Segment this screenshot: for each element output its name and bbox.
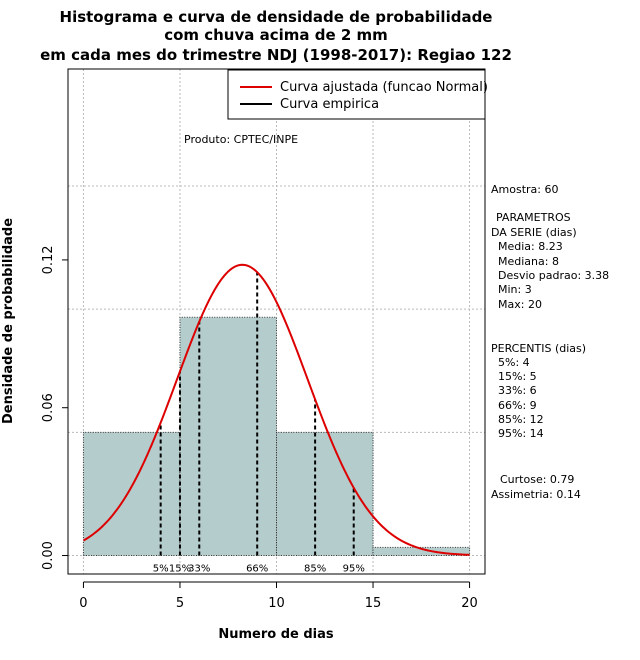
stat-param-header-2: DA SERIE (dias) [491, 226, 577, 239]
histogram-bar-1 [179, 317, 277, 556]
x-tick-label-0: 0 [79, 596, 87, 611]
stat-assimetria: Assimetria: 0.14 [491, 488, 581, 501]
chart-title-line-1: Histograma e curva de densidade de proba… [60, 8, 493, 26]
stat-max: Max: 20 [498, 298, 542, 311]
y-tick-label-1: 0.06 [41, 393, 56, 422]
percentile-markers: 5% 15%33% 66% 85% 95% [153, 272, 365, 575]
chart-title-line-2: com chuva acima de 2 mm [164, 26, 388, 44]
x-tick-label-15: 15 [365, 596, 382, 611]
source-note: Produto: CPTEC/INPE [184, 133, 298, 146]
histogram-bar-0 [83, 432, 180, 556]
stat-mediana: Mediana: 8 [498, 255, 559, 268]
stat-param-header-1: PARAMETROS [496, 211, 571, 224]
percentile-label-85: 85% [304, 564, 326, 575]
stat-p85: 85%: 12 [498, 413, 544, 426]
x-tick-label-10: 10 [268, 596, 285, 611]
stat-p33: 33%: 6 [498, 384, 537, 397]
percentile-label-95: 95% [343, 564, 365, 575]
y-tick-label-2: 0.12 [41, 245, 56, 274]
percentile-label-15: 15% [169, 564, 191, 575]
histogram-bar-3 [373, 547, 470, 556]
histogram-bars [82, 316, 471, 557]
stat-p5: 5%: 4 [498, 356, 530, 369]
stat-media: Media: 8.23 [498, 240, 563, 253]
percentile-label-33: 33% [188, 564, 210, 575]
histogram-bar-2 [276, 432, 374, 556]
normal-curve-layer [82, 263, 470, 556]
stat-desvio: Desvio padrao: 3.38 [498, 269, 609, 282]
plot-frame [67, 68, 486, 575]
y-axis-title: Densidade de probabilidade [1, 218, 16, 424]
stat-p15: 15%: 5 [498, 370, 537, 383]
stats-panel: Amostra: 60 PARAMETROS DA SERIE (dias) M… [491, 183, 609, 501]
legend: Curva ajustada (funcao Normal) Curva emp… [227, 69, 488, 120]
legend-label-empirical: Curva empirica [280, 97, 379, 112]
y-tick-label-0: 0.00 [41, 541, 56, 570]
stat-curtose: Curtose: 0.79 [500, 473, 574, 486]
chart-title-line-3: em cada mes do trimestre NDJ (1998-2017)… [40, 46, 512, 64]
x-tick-label-20: 20 [461, 596, 478, 611]
normal-fit-curve [82, 263, 470, 556]
stat-amostra: Amostra: 60 [491, 183, 558, 196]
x-axis-title: Numero de dias [218, 627, 334, 642]
stat-min: Min: 3 [498, 283, 532, 296]
percentile-label-5: 5% [153, 564, 169, 575]
legend-label-normal: Curva ajustada (funcao Normal) [280, 80, 488, 95]
x-tick-label-5: 5 [176, 596, 184, 611]
stat-percentis-header: PERCENTIS (dias) [491, 342, 586, 355]
percentile-label-66: 66% [246, 564, 268, 575]
stat-p66: 66%: 9 [498, 399, 537, 412]
stat-p95: 95%: 14 [498, 427, 544, 440]
legend-box [227, 69, 486, 120]
